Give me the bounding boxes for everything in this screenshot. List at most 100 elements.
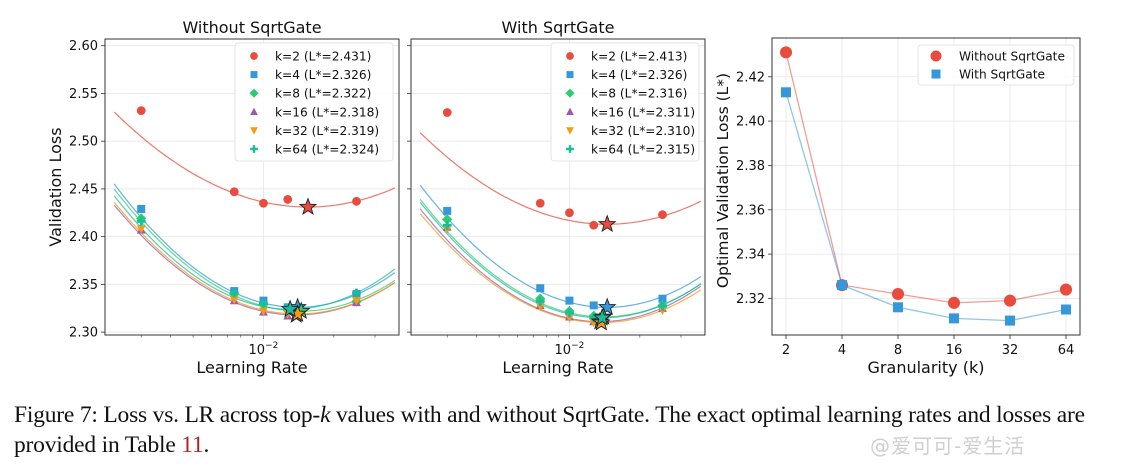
data-point-k-4: [137, 204, 146, 213]
data-point-k-64: [565, 308, 574, 318]
data-point-k-32: [535, 302, 545, 312]
legend-box: [234, 42, 394, 162]
fit-curve-k-64: [113, 195, 396, 310]
data-point-k-2: [136, 106, 146, 116]
legend: k=2 (L*=2.413) k=4 (L*=2.326) k=8 (L*=2.31…: [550, 42, 700, 162]
data-point-without-sqrtgate: [891, 287, 905, 301]
legend-marker-k-8: [565, 88, 575, 98]
data-point-k-2: [565, 208, 574, 218]
data-point-k-2: [442, 108, 452, 117]
y-tick-label: 2.32: [736, 292, 765, 307]
series-line-without-sqrtgate: [785, 52, 1067, 304]
panel-title: With SqrtGate: [502, 18, 615, 37]
lr-panel-1: 2.30 2.35 2.40 2.45 2.50 2.55 2.60 10−2 Without …: [46, 18, 400, 377]
legend-marker-k-16: [566, 107, 574, 115]
data-point-k-4: [565, 296, 574, 305]
data-point-k-2: [658, 210, 667, 220]
legend-label: k=32 (L*=2.310): [591, 124, 695, 138]
legend: k=2 (L*=2.431) k=4 (L*=2.326) k=8 (L*=2.32…: [234, 42, 394, 162]
x-tick-label: 4: [838, 343, 846, 358]
legend-label: k=4 (L*=2.326): [275, 68, 371, 82]
legend-label: k=4 (L*=2.326): [591, 68, 687, 82]
y-tick-label: 2.42: [736, 70, 765, 85]
table-reference-link[interactable]: 11: [181, 432, 204, 458]
data-point-k-64: [442, 220, 452, 230]
data-point-with-sqrtgate: [893, 302, 903, 313]
legend-label: k=64 (L*=2.315): [591, 143, 695, 157]
y-tick-label: 2.55: [69, 87, 98, 102]
data-point-k-32: [442, 225, 452, 234]
data-point-k-2: [283, 195, 293, 204]
optimum-star-k-2: [597, 214, 617, 233]
data-point-k-2: [535, 198, 545, 208]
y-tick-label: 2.30: [69, 326, 98, 341]
y-tick-label: 2.60: [69, 39, 98, 54]
caption-k: k: [320, 402, 331, 428]
y-tick-label: 2.34: [736, 248, 765, 263]
y-tick-label: 2.38: [736, 159, 765, 174]
x-tick-label: 16: [946, 343, 963, 358]
data-point-k-2: [259, 198, 268, 208]
legend: Without SqrtGate With SqrtGate: [917, 44, 1075, 86]
legend-marker-k-32: [250, 127, 258, 135]
fit-curve-k-2: [113, 111, 396, 208]
y-tick-label: 2.40: [69, 230, 98, 245]
fit-curve-k-4: [113, 183, 396, 308]
x-axis-label: Learning Rate: [502, 358, 613, 377]
data-point-k-64: [229, 288, 239, 298]
legend-label: k=32 (L*=2.319): [275, 124, 379, 138]
y-tick-label: 2.45: [69, 182, 98, 197]
data-point-k-2: [229, 187, 239, 197]
data-point-k-32: [136, 225, 146, 234]
fit-curve-k-8: [113, 188, 396, 312]
fit-curve-k-32: [113, 202, 396, 315]
fit-curve-k-16: [113, 204, 396, 316]
data-point-k-64: [136, 216, 146, 226]
legend-label: k=8 (L*=2.322): [275, 87, 371, 101]
x-tick-label: 10−2: [555, 341, 585, 358]
optimum-star-k-64: [280, 299, 300, 318]
plot-frame: [410, 38, 706, 336]
panel-title: Without SqrtGate: [182, 18, 321, 37]
caption-text-middle: values with and without SqrtGate. The ex…: [14, 402, 1085, 458]
data-point-with-sqrtgate: [1061, 304, 1071, 315]
data-point-k-64: [259, 299, 268, 308]
data-point-k-32: [658, 306, 667, 315]
legend-label: k=8 (L*=2.316): [591, 87, 687, 101]
legend-label: With SqrtGate: [959, 68, 1045, 82]
legend-marker-without-sqrtgate: [930, 50, 942, 62]
fit-curve-k-32: [419, 213, 702, 324]
data-point-k-64: [658, 301, 667, 311]
data-point-k-4: [589, 301, 598, 310]
optimum-star-k-64: [592, 308, 612, 326]
x-tick-label: 8: [894, 343, 902, 358]
legend-label: k=2 (L*=2.431): [275, 50, 371, 64]
caption-text-before: Figure 7: Loss vs. LR across top-: [14, 402, 321, 428]
legend-marker-k-64: [250, 145, 258, 153]
data-point-with-sqrtgate: [949, 313, 959, 324]
legend-label: k=64 (L*=2.324): [275, 143, 379, 157]
legend-marker-k-4: [250, 71, 258, 79]
y-axis-label: Optimal Validation Loss (L*): [714, 73, 732, 288]
data-point-k-4: [658, 294, 667, 303]
data-point-k-32: [229, 296, 239, 305]
legend-label: Without SqrtGate: [959, 50, 1065, 64]
legend-marker-k-32: [566, 127, 574, 135]
data-point-k-4: [443, 206, 452, 215]
granularity-panel: 2.32 2.34 2.36 2.38 2.40 2.42 2 4 8 16 32 64 Granula…: [714, 37, 1081, 377]
watermark: @爱可可-爱生活: [870, 434, 1026, 458]
data-point-k-8: [442, 214, 453, 225]
plot-frame: [771, 37, 1081, 336]
fit-curve-k-2: [419, 132, 702, 225]
legend-marker-k-4: [566, 71, 574, 79]
data-point-k-64: [352, 288, 361, 298]
fit-curve-k-16: [419, 208, 702, 323]
x-tick-label: 2: [782, 343, 790, 358]
x-tick-exponent: −2: [265, 341, 278, 351]
data-point-k-4: [536, 284, 545, 293]
y-tick-label: 2.50: [69, 135, 98, 150]
x-tick-label: 64: [1058, 343, 1075, 358]
data-point-k-32: [565, 314, 574, 323]
data-point-k-32: [259, 307, 268, 316]
caption-text-after: .: [203, 432, 210, 458]
